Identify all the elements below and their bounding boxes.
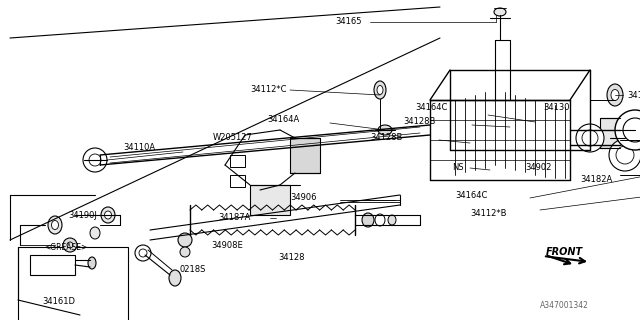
Ellipse shape: [169, 270, 181, 286]
Text: 34112*B: 34112*B: [470, 209, 506, 218]
Text: 34112*C: 34112*C: [250, 85, 287, 94]
Text: 34187A: 34187A: [218, 213, 250, 222]
Text: W205127: W205127: [213, 133, 253, 142]
Text: 34128B: 34128B: [370, 133, 403, 142]
Circle shape: [63, 238, 77, 252]
Ellipse shape: [388, 215, 396, 225]
Ellipse shape: [48, 216, 62, 234]
Ellipse shape: [90, 227, 100, 239]
Text: <GREASE>: <GREASE>: [44, 244, 87, 252]
Bar: [290, 138, 320, 173]
Text: 34902: 34902: [525, 164, 552, 172]
Text: 0218S: 0218S: [180, 266, 206, 275]
Text: NS: NS: [452, 164, 463, 172]
Ellipse shape: [88, 257, 96, 269]
Ellipse shape: [378, 125, 392, 135]
Text: A347001342: A347001342: [540, 300, 589, 309]
Text: 34128: 34128: [278, 253, 305, 262]
Bar: [18, 247, 128, 320]
Circle shape: [615, 110, 640, 150]
Text: 34164A: 34164A: [267, 116, 300, 124]
Circle shape: [178, 233, 192, 247]
Ellipse shape: [362, 213, 374, 227]
Ellipse shape: [375, 214, 385, 226]
Bar: [230, 155, 245, 167]
Bar: [600, 118, 620, 148]
Text: 34906: 34906: [290, 194, 317, 203]
Bar: [30, 255, 75, 275]
Text: 34165: 34165: [335, 18, 362, 27]
Circle shape: [83, 148, 107, 172]
Ellipse shape: [51, 220, 58, 229]
Text: 34908E: 34908E: [211, 241, 243, 250]
Ellipse shape: [611, 90, 619, 100]
Ellipse shape: [101, 207, 115, 223]
Text: 34164C: 34164C: [455, 190, 488, 199]
Ellipse shape: [377, 85, 383, 94]
Ellipse shape: [374, 81, 386, 99]
Text: 34190J: 34190J: [68, 211, 97, 220]
Circle shape: [135, 245, 151, 261]
Text: 34130: 34130: [543, 103, 570, 113]
Text: 34164C: 34164C: [415, 103, 447, 113]
Bar: [230, 175, 245, 187]
Circle shape: [180, 247, 190, 257]
Text: 34128B: 34128B: [403, 117, 435, 126]
Text: 34112*A: 34112*A: [627, 91, 640, 100]
Text: 34110A: 34110A: [123, 143, 155, 153]
Circle shape: [576, 124, 604, 152]
Ellipse shape: [494, 8, 506, 16]
Circle shape: [609, 139, 640, 171]
Ellipse shape: [607, 84, 623, 106]
Ellipse shape: [104, 211, 111, 219]
Text: 34182A: 34182A: [580, 175, 612, 185]
Text: 34161D: 34161D: [42, 298, 75, 307]
Text: FRONT: FRONT: [546, 247, 583, 257]
Bar: [250, 185, 290, 215]
